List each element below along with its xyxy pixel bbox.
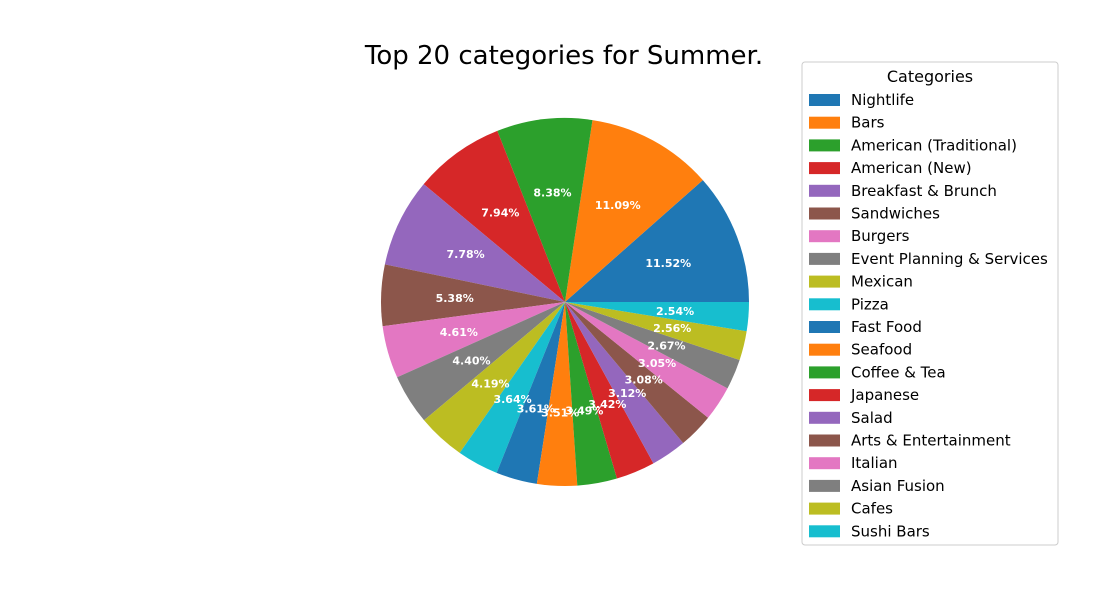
pie-slice-coffee-tea (565, 302, 617, 486)
legend-swatch-pizza (809, 298, 840, 311)
legend-swatch-american-new (809, 162, 840, 175)
legend-frame (801, 61, 1059, 546)
legend-label-burgers: Burgers (851, 227, 910, 245)
pie-slice-fast-food (496, 302, 565, 484)
legend-swatch-bars (809, 116, 840, 129)
pie-slice-pizza (459, 302, 565, 473)
pie-label-fast-food: 3.61% (517, 402, 555, 415)
legend-label-italian: Italian (851, 454, 898, 472)
pie-label-sandwiches: 5.38% (436, 292, 474, 305)
legend-label-american-new: American (New) (851, 159, 972, 177)
legend-label-breakfast-brunch: Breakfast & Brunch (851, 182, 997, 200)
legend-label-sushi-bars: Sushi Bars (851, 522, 930, 540)
pie-label-salad: 3.12% (608, 387, 646, 400)
pie-slice-salad (565, 302, 684, 464)
legend-swatch-event-planning-services (809, 252, 840, 265)
legend-swatch-mexican (809, 275, 840, 288)
legend-swatch-coffee-tea (809, 366, 840, 379)
pie-label-american-new: 7.94% (481, 207, 519, 220)
pie-slice-seafood (536, 302, 578, 486)
legend-label-bars: Bars (851, 114, 885, 132)
legend-label-seafood: Seafood (851, 341, 912, 359)
legend-swatch-italian (809, 457, 840, 470)
pie-label-burgers: 4.61% (440, 326, 478, 339)
pie-slice-sandwiches (381, 264, 565, 327)
pie-slice-cafes (565, 302, 747, 360)
legend-swatch-salad (809, 411, 840, 424)
legend-label-japanese: Japanese (850, 386, 919, 404)
pie-label-bars: 11.09% (595, 199, 641, 212)
legend-swatch-breakfast-brunch (809, 184, 840, 197)
legend-swatch-nightlife (809, 94, 840, 106)
legend-swatch-american-traditional (809, 139, 840, 152)
legend-swatch-seafood (809, 343, 840, 356)
legend: Categories Nightlife Bars American (Tradit… (801, 61, 1059, 546)
pie-label-asian-fusion: 2.67% (647, 339, 685, 352)
pie-label-japanese: 3.42% (588, 398, 626, 411)
legend-swatch-sandwiches (809, 207, 840, 220)
legend-label-pizza: Pizza (851, 295, 889, 313)
legend-label-nightlife: Nightlife (851, 91, 914, 109)
legend-label-arts-entertainment: Arts & Entertainment (851, 432, 1011, 450)
pie-label-sushi-bars: 2.54% (656, 305, 694, 318)
legend-label-asian-fusion: Asian Fusion (851, 477, 945, 495)
pie-label-american-traditional: 8.38% (533, 186, 571, 199)
pie-slice-american-traditional (497, 118, 593, 302)
legend-label-fast-food: Fast Food (851, 318, 922, 336)
legend-swatch-sushi-bars (809, 525, 840, 538)
pie-label-coffee-tea: 3.49% (565, 405, 603, 418)
pie-slice-japanese (565, 302, 654, 479)
pie-slice-mexican (424, 302, 565, 453)
legend-title: Categories (887, 67, 973, 86)
pie-label-breakfast-brunch: 7.78% (447, 248, 485, 261)
pie-slice-nightlife (565, 180, 749, 302)
legend-label-sandwiches: Sandwiches (851, 205, 940, 223)
pie-slice-asian-fusion (565, 302, 740, 389)
legend-label-event-planning-services: Event Planning & Services (851, 250, 1048, 268)
legend-label-american-traditional: American (Traditional) (851, 136, 1017, 154)
pie-label-italian: 3.05% (638, 357, 676, 370)
pie-slice-american-new (423, 130, 565, 302)
pie-label-pizza: 3.64% (493, 393, 531, 406)
pie-label-cafes: 2.56% (653, 322, 691, 335)
pie-slice-sushi-bars (565, 302, 749, 332)
legend-label-salad: Salad (851, 409, 893, 427)
legend-label-cafes: Cafes (851, 500, 893, 518)
pie-label-event-planning-services: 4.40% (452, 355, 490, 368)
pie-label-mexican: 4.19% (471, 377, 509, 390)
legend-swatch-cafes (809, 502, 840, 515)
legend-label-coffee-tea: Coffee & Tea (851, 363, 946, 381)
pie-slice-bars (565, 120, 703, 303)
pie-percent-labels: 11.52% 11.09% 8.38% 7.94% 7.78% 5.38% 4.61% 4.4… (436, 186, 695, 419)
legend-swatch-asian-fusion (809, 479, 840, 492)
pie-label-arts-entertainment: 3.08% (625, 373, 663, 386)
legend-items: Nightlife Bars American (Traditional) Ameri… (809, 91, 1048, 540)
pie-label-nightlife: 11.52% (645, 257, 691, 270)
legend-swatch-fast-food (809, 321, 840, 333)
legend-swatch-japanese (809, 389, 840, 402)
pie-slice-breakfast-brunch (384, 184, 565, 302)
pie-slice-burgers (382, 302, 565, 378)
legend-swatch-burgers (809, 230, 840, 243)
pie-slice-italian (565, 302, 728, 418)
pie-slices (381, 118, 749, 486)
pie-slice-event-planning-services (397, 302, 565, 421)
pie-slice-arts-entertainment (565, 302, 709, 444)
chart-title: Top 20 categories for Summer. (364, 41, 763, 71)
pie-label-seafood: 3.51% (541, 406, 579, 419)
legend-swatch-arts-entertainment (809, 434, 840, 447)
legend-label-mexican: Mexican (851, 273, 913, 291)
